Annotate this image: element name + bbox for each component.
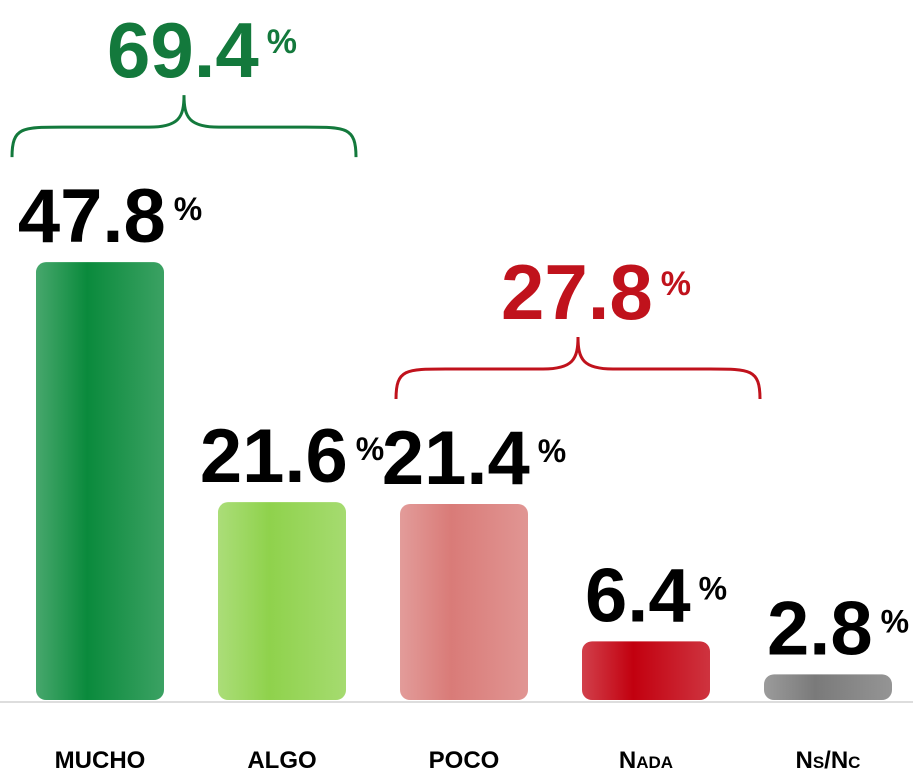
bracket xyxy=(394,336,762,399)
value-number: 21.4 xyxy=(382,416,530,501)
bracket xyxy=(10,95,358,158)
bar xyxy=(582,641,710,700)
value-unit: % xyxy=(881,603,909,639)
group-number: 27.8 xyxy=(501,248,653,336)
x-tick-label: POCO xyxy=(429,747,500,774)
value-unit: % xyxy=(699,570,727,606)
value-unit: % xyxy=(356,431,384,467)
value-unit: % xyxy=(174,191,202,227)
group-unit: % xyxy=(661,265,691,303)
value-label: 2.8% xyxy=(767,586,909,671)
value-label: 6.4% xyxy=(585,553,727,638)
value-label: 21.6% xyxy=(200,414,384,499)
bar xyxy=(400,503,528,700)
value-number: 47.8 xyxy=(18,174,166,259)
x-tick-label: ALGO xyxy=(247,747,316,774)
value-number: 6.4 xyxy=(585,553,691,638)
bar xyxy=(764,674,892,700)
value-number: 2.8 xyxy=(767,586,873,671)
value-label: 47.8% xyxy=(18,174,202,259)
x-tick-label: Ns/Nc xyxy=(796,747,861,774)
group-number: 69.4 xyxy=(107,6,259,94)
group-total: 69.4% xyxy=(107,6,297,94)
value-number: 21.6 xyxy=(200,414,348,499)
group-total: 27.8% xyxy=(501,248,691,336)
x-tick-label: Nada xyxy=(619,747,673,774)
group-unit: % xyxy=(267,23,297,61)
x-tick-label: MUCHO xyxy=(55,747,146,774)
bar xyxy=(218,502,346,700)
bar xyxy=(36,262,164,700)
value-label: 21.4% xyxy=(382,416,566,501)
value-unit: % xyxy=(538,433,566,469)
